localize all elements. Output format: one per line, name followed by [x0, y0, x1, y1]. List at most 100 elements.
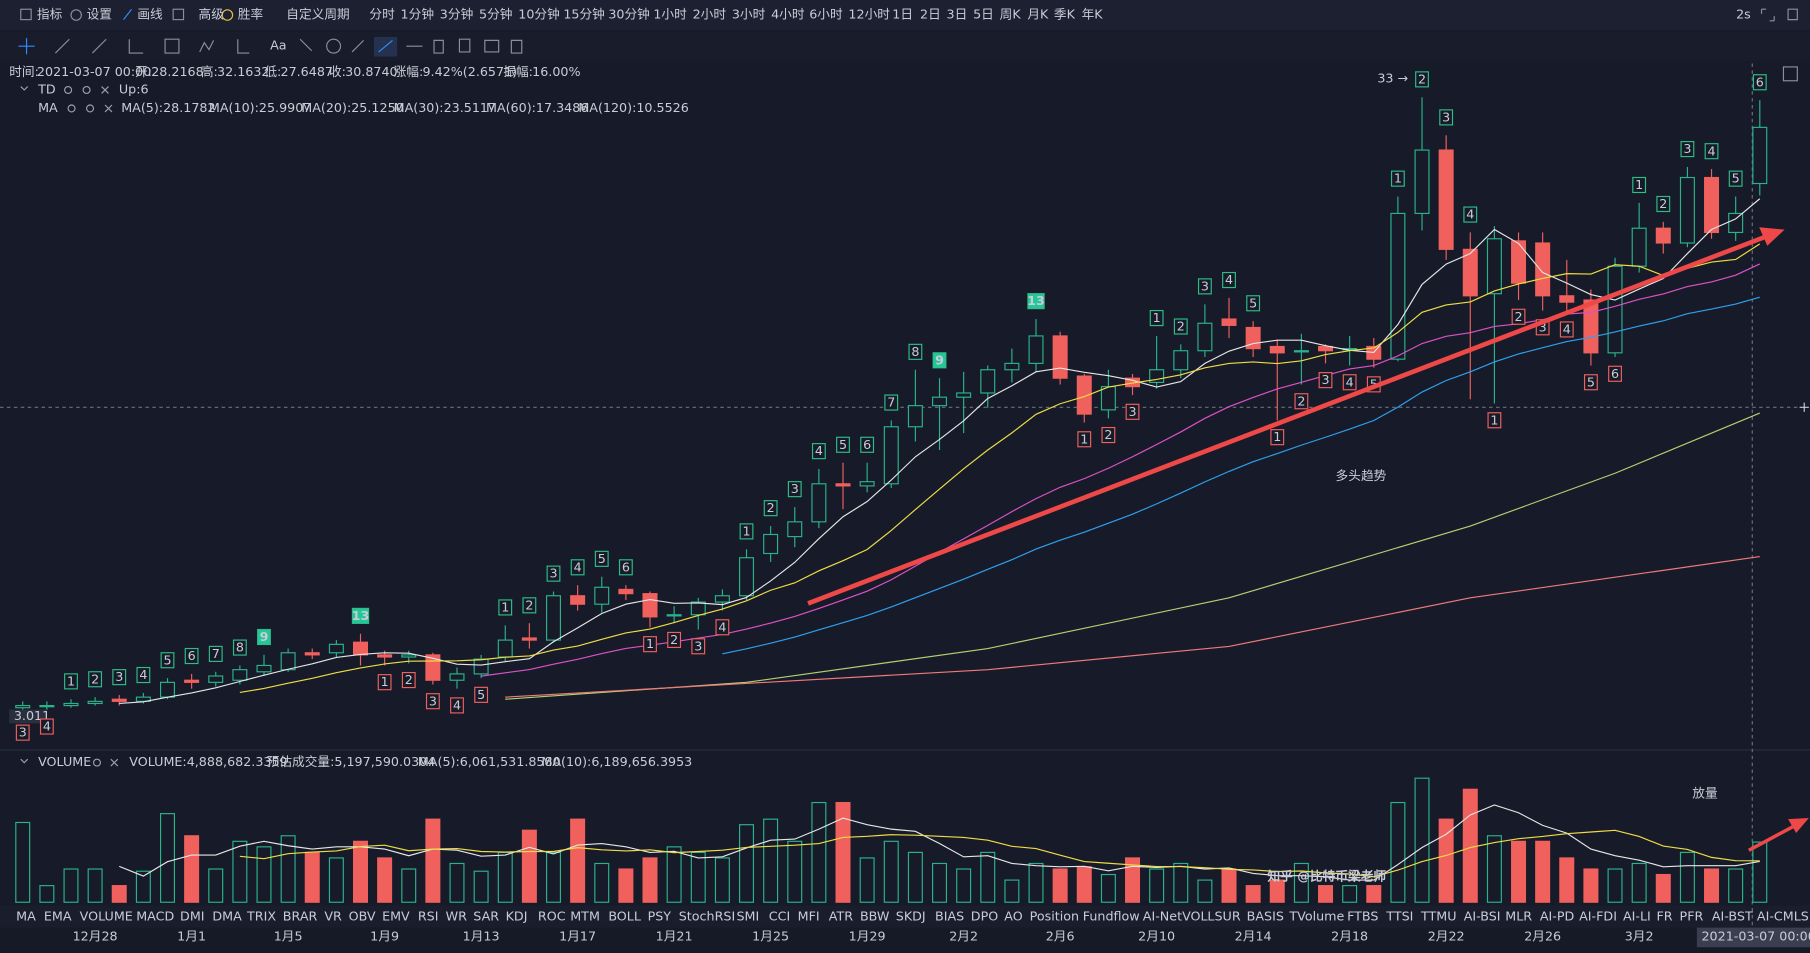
- menu-item[interactable]: 高级: [199, 7, 225, 22]
- volume-bar: [1318, 885, 1334, 903]
- indicator-tab[interactable]: AI-LI: [1623, 909, 1651, 924]
- indicator-tab[interactable]: BOLL: [608, 909, 641, 924]
- indicator-tab[interactable]: FR: [1656, 909, 1672, 924]
- indicator-tab[interactable]: DMI: [180, 909, 204, 924]
- td-count: 2: [1297, 393, 1305, 408]
- text-tool[interactable]: Aa: [270, 38, 286, 53]
- indicator-tab[interactable]: AI-FDI: [1579, 909, 1617, 924]
- indicator-tab[interactable]: BIAS: [935, 909, 964, 924]
- menu-item[interactable]: 2小时: [693, 7, 727, 22]
- menu-item[interactable]: 3小时: [732, 7, 766, 22]
- menu-item[interactable]: 4小时: [771, 7, 805, 22]
- indicator-tab[interactable]: RSI: [418, 909, 439, 924]
- icon: [67, 104, 76, 113]
- volume-bar: [1414, 777, 1430, 903]
- indicator-tab[interactable]: DPO: [971, 909, 998, 924]
- menu-item[interactable]: 年K: [1082, 7, 1104, 22]
- indicator-tab[interactable]: EMA: [44, 909, 72, 924]
- indicator-tab[interactable]: AI-NetVOL: [1143, 909, 1208, 924]
- refresh-rate[interactable]: 2s: [1736, 7, 1751, 22]
- icon: [20, 8, 32, 21]
- candle-body: [956, 392, 972, 398]
- indicator-tab[interactable]: MLR: [1505, 909, 1532, 924]
- volume-bar: [111, 885, 127, 903]
- td-box: [811, 443, 826, 460]
- indicator-tab[interactable]: BASIS: [1247, 909, 1284, 924]
- indicator-tab[interactable]: BRAR: [283, 909, 318, 924]
- indicator-tab[interactable]: BBW: [860, 909, 890, 924]
- menu-item[interactable]: 15分钟: [563, 7, 605, 22]
- menu-item[interactable]: 3分钟: [440, 7, 473, 22]
- volume-plot: [15, 777, 1768, 903]
- td-box: [1487, 412, 1502, 429]
- indicator-tab[interactable]: Fundflow: [1083, 909, 1140, 924]
- indicator-tab[interactable]: KDJ: [506, 909, 528, 924]
- indicator-tab[interactable]: SMI: [736, 909, 759, 924]
- indicator-tab[interactable]: WR: [446, 909, 468, 924]
- indicator-tab[interactable]: TTMU: [1420, 909, 1457, 924]
- candle-body: [811, 483, 827, 523]
- menu-item[interactable]: 30分钟: [608, 7, 650, 22]
- td-count: 1: [742, 523, 750, 538]
- indicator-tab-bar: [0, 905, 1810, 928]
- indicator-tab[interactable]: LSUR: [1207, 909, 1240, 924]
- menu-item[interactable]: 画线: [137, 7, 163, 22]
- menu-item[interactable]: 5分钟: [479, 7, 512, 22]
- menu-item[interactable]: 6小时: [809, 7, 843, 22]
- indicator-tab[interactable]: ATR: [829, 909, 853, 924]
- menu-item[interactable]: 3日: [947, 7, 968, 22]
- indicator-tab[interactable]: AI-BST: [1712, 909, 1753, 924]
- indicator-tab[interactable]: DMA: [212, 909, 242, 924]
- indicator-tab[interactable]: AI-CMLSI: [1757, 909, 1810, 924]
- menu-item[interactable]: 周K: [1000, 7, 1022, 22]
- td-box: [618, 559, 633, 576]
- indicator-tab[interactable]: TTSI: [1385, 909, 1413, 924]
- indicator-tab[interactable]: MTM: [570, 909, 600, 924]
- menu-item[interactable]: 10分钟: [518, 7, 560, 22]
- indicator-tab[interactable]: TVolume: [1288, 909, 1344, 924]
- td-box: [1704, 143, 1719, 160]
- candle-body: [1004, 362, 1020, 371]
- indicator-tab[interactable]: ROC: [538, 909, 566, 924]
- indicator-tab[interactable]: AO: [1004, 909, 1022, 924]
- menu-item[interactable]: 自定义周期: [286, 7, 349, 22]
- indicator-tab[interactable]: FTBS: [1347, 909, 1378, 924]
- indicator-tab[interactable]: MFI: [798, 909, 820, 924]
- menu-item[interactable]: 2日: [920, 7, 941, 22]
- ma-value: MA(10):25.9907: [209, 100, 311, 115]
- td-box: [1149, 309, 1164, 327]
- menu-item[interactable]: 1日: [892, 7, 913, 22]
- volume-bar: [835, 801, 851, 903]
- indicator-tab[interactable]: Position: [1030, 909, 1079, 924]
- menu-item[interactable]: 12小时: [848, 7, 890, 22]
- td-box: [1318, 372, 1333, 389]
- indicator-tab[interactable]: MA: [16, 909, 36, 924]
- indicator-tab[interactable]: AI-BSI: [1464, 909, 1501, 924]
- indicator-tab[interactable]: VOLUME: [80, 909, 133, 924]
- menu-item[interactable]: 胜率: [238, 7, 264, 22]
- indicator-tab[interactable]: PFR: [1680, 909, 1704, 924]
- menu-item[interactable]: 1小时: [653, 7, 687, 22]
- candle-body: [111, 698, 127, 702]
- indicator-tab[interactable]: PSY: [648, 909, 672, 924]
- indicator-tab[interactable]: MACD: [136, 909, 174, 924]
- indicator-tab[interactable]: EMV: [382, 909, 410, 924]
- menu-item[interactable]: 1分钟: [401, 7, 434, 22]
- td-box: [64, 673, 78, 690]
- indicator-tab[interactable]: OBV: [349, 909, 376, 924]
- menu-item[interactable]: 月K: [1027, 7, 1049, 22]
- indicator-tab[interactable]: VR: [324, 909, 342, 924]
- indicator-tab[interactable]: AI-PD: [1540, 909, 1575, 924]
- indicator-tab[interactable]: SKDJ: [896, 909, 926, 924]
- td-count: 2: [1104, 427, 1112, 442]
- indicator-tab[interactable]: TRIX: [246, 909, 276, 924]
- menu-item[interactable]: 季K: [1054, 7, 1076, 22]
- icon: [20, 86, 29, 764]
- menu-item[interactable]: 5日: [973, 7, 994, 22]
- menu-item[interactable]: 指标: [37, 7, 63, 22]
- menu-item[interactable]: 设置: [87, 7, 112, 22]
- indicator-tab[interactable]: StochRSI: [679, 909, 735, 924]
- indicator-tab[interactable]: SAR: [473, 909, 499, 924]
- indicator-tab[interactable]: CCI: [769, 909, 790, 924]
- menu-item[interactable]: 分时: [369, 7, 395, 22]
